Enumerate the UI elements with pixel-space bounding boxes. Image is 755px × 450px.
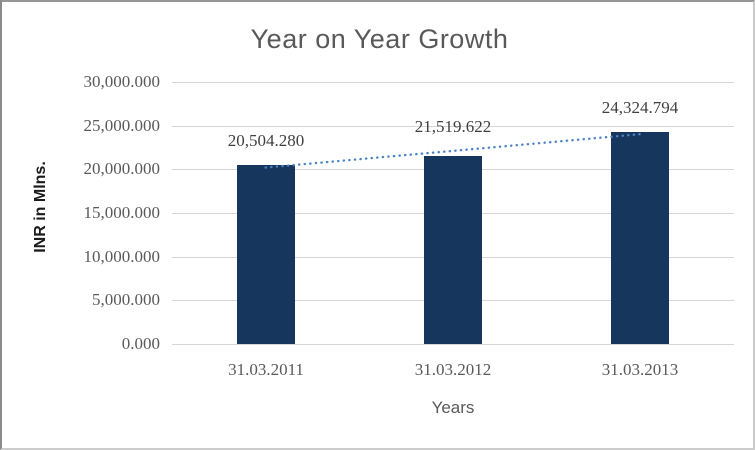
x-tick-label: 31.03.2013 [601,360,679,379]
y-tick-label: 10,000.000 [83,247,161,266]
x-tick-label: 31.03.2011 [228,360,304,379]
y-tick-label: 30,000.000 [83,72,161,91]
bar-31.03.2011 [237,165,295,344]
bar-31.03.2012 [424,156,482,344]
y-tick-label: 0.000 [121,334,160,353]
y-tick-label: 15,000.000 [83,203,161,222]
y-tick-label: 20,000.000 [83,159,161,178]
bar-31.03.2013 [611,132,669,344]
gridline [172,344,734,345]
gridline [172,126,734,127]
gridline [172,82,734,83]
x-axis-title: Years [431,398,475,417]
data-label: 24,324.794 [601,98,679,117]
data-label: 20,504.280 [227,131,305,150]
x-tick-label: 31.03.2012 [414,360,492,379]
y-tick-label: 5,000.000 [92,290,160,309]
chart-title: Year on Year Growth [250,24,509,54]
y-tick-label: 25,000.000 [83,116,161,135]
data-label: 21,519.622 [414,117,492,136]
